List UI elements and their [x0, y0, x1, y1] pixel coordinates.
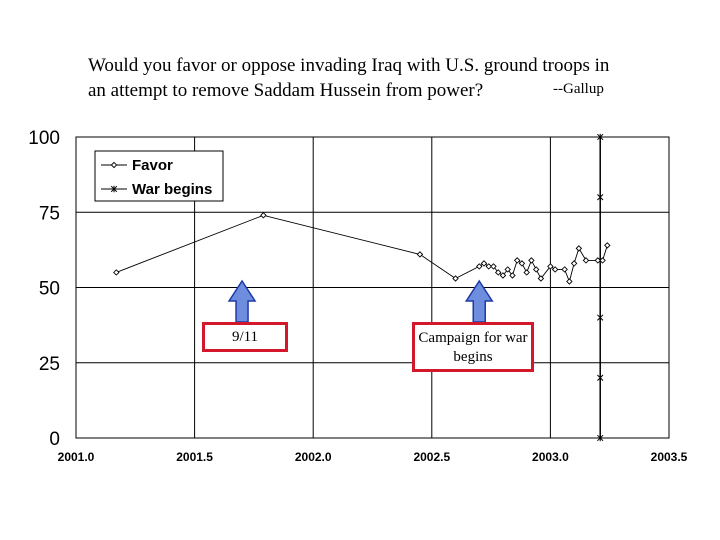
favor-point — [513, 257, 521, 264]
x-tick-label: 2003.0 — [532, 450, 569, 464]
favor-point — [110, 161, 118, 169]
favor-point — [113, 269, 120, 276]
y-tick-label: 0 — [49, 429, 60, 450]
favor-point — [594, 257, 602, 264]
favor-point — [480, 260, 488, 267]
war-begins-point — [597, 434, 604, 442]
war-begins-point — [597, 133, 604, 141]
favor-point — [452, 275, 459, 282]
war-begins-point — [597, 194, 604, 201]
title-line-2: an attempt to remove Saddam Hussein from… — [88, 80, 484, 101]
favor-point — [537, 275, 545, 282]
source-label: --Gallup — [553, 81, 604, 97]
chart-title: Would you favor or oppose invading Iraq … — [88, 53, 688, 103]
legend-war-label: War begins — [132, 181, 212, 198]
favor-point — [575, 245, 583, 252]
series-group — [113, 133, 611, 442]
annotation-9-11-text: 9/11 — [231, 329, 259, 345]
y-tick-label: 100 — [28, 128, 60, 149]
favor-point — [504, 266, 511, 273]
y-tick-label: 25 — [39, 354, 60, 375]
favor-point — [532, 266, 540, 273]
favor-point — [561, 266, 568, 273]
y-tick-label: 50 — [39, 279, 60, 300]
x-tick-label: 2001.5 — [176, 450, 213, 464]
favor-point — [566, 278, 573, 285]
grid-lines — [75, 136, 670, 439]
favor-point — [509, 272, 516, 279]
axis-ticks: 0 25 50 75 100 2001.0 2001.5 2002.0 2002.5 2003.0… — [28, 128, 687, 464]
x-tick-label: 2002.5 — [413, 450, 450, 464]
favor-point — [582, 257, 590, 264]
x-tick-label: 2003.5 — [651, 450, 688, 464]
favor-point — [604, 242, 611, 249]
legend: Favor War begins — [94, 150, 224, 202]
favor-point — [518, 260, 526, 267]
favor-point — [599, 257, 606, 264]
legend-box — [94, 150, 224, 202]
annotation-campaign: Campaign for war begins — [412, 322, 534, 372]
favor-line — [116, 214, 608, 283]
war-begins-point — [110, 185, 118, 193]
favor-point — [523, 269, 530, 276]
favor-point — [416, 251, 424, 258]
y-tick-label: 75 — [39, 203, 60, 224]
x-tick-label: 2001.0 — [58, 450, 95, 464]
legend-favor-label: Favor — [132, 157, 173, 174]
favor-point — [485, 263, 492, 270]
favor-point — [499, 272, 507, 279]
favor-point — [551, 266, 559, 273]
favor-point — [260, 212, 267, 219]
x-tick-label: 2002.0 — [295, 450, 332, 464]
favor-point — [528, 257, 535, 264]
annotation-campaign-text: Campaign for war begins — [418, 330, 528, 365]
war-begins-point — [597, 374, 604, 381]
favor-point — [476, 263, 483, 270]
favor-point — [547, 263, 554, 270]
favor-point — [490, 263, 497, 270]
favor-point — [570, 260, 578, 267]
annotation-9-11: 9/11 — [202, 322, 288, 352]
favor-point — [494, 269, 502, 276]
war-begins-point — [597, 314, 604, 321]
title-line-1: Would you favor or oppose invading Iraq … — [88, 55, 610, 76]
